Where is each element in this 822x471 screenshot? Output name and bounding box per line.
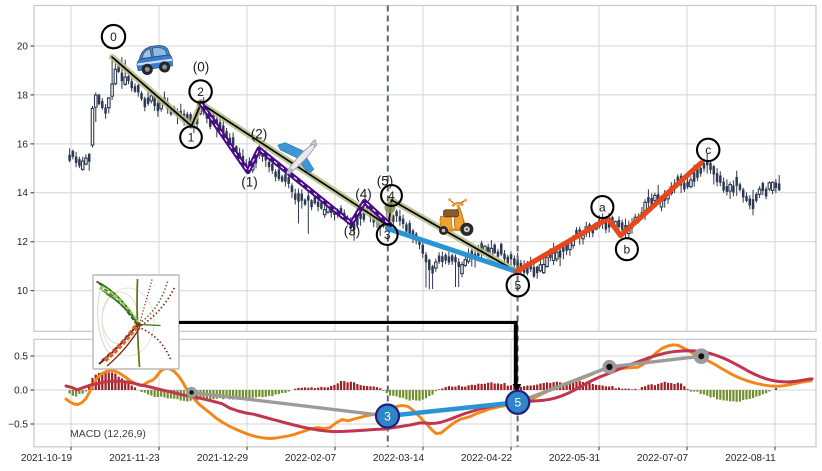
svg-text:5: 5 — [514, 279, 521, 293]
svg-text:(4): (4) — [355, 187, 372, 202]
svg-text:2021-11-23: 2021-11-23 — [109, 453, 160, 464]
svg-text:2021-12-29: 2021-12-29 — [197, 453, 249, 464]
svg-text:2: 2 — [197, 85, 204, 99]
svg-text:(1): (1) — [241, 175, 258, 190]
svg-text:1: 1 — [188, 131, 195, 145]
svg-text:(0): (0) — [193, 60, 210, 75]
svg-text:3: 3 — [384, 409, 391, 423]
svg-text:(2): (2) — [251, 127, 268, 142]
svg-text:MACD (12,26,9): MACD (12,26,9) — [70, 428, 146, 440]
svg-text:12: 12 — [17, 237, 29, 248]
svg-text:2022-07-07: 2022-07-07 — [637, 453, 689, 464]
svg-text:10: 10 — [17, 286, 29, 297]
svg-text:2021-10-19: 2021-10-19 — [21, 453, 73, 464]
svg-text:2022-03-14: 2022-03-14 — [373, 453, 425, 464]
svg-text:2022-04-22: 2022-04-22 — [461, 453, 513, 464]
svg-text:0: 0 — [110, 30, 117, 44]
svg-text:(3): (3) — [344, 224, 361, 239]
svg-text:0.0: 0.0 — [14, 385, 28, 396]
svg-text:0.5: 0.5 — [14, 351, 28, 362]
svg-text:a: a — [599, 200, 606, 214]
svg-text:3: 3 — [384, 228, 391, 242]
svg-text:16: 16 — [17, 139, 29, 150]
svg-text:−0.5: −0.5 — [8, 419, 28, 430]
svg-text:4: 4 — [388, 189, 395, 203]
svg-text:2022-05-31: 2022-05-31 — [549, 453, 601, 464]
svg-text:2022-08-11: 2022-08-11 — [725, 453, 776, 464]
svg-text:5: 5 — [514, 396, 521, 410]
svg-text:b: b — [624, 243, 631, 257]
svg-text:2022-02-07: 2022-02-07 — [285, 453, 337, 464]
svg-text:14: 14 — [17, 188, 29, 199]
svg-text:c: c — [705, 143, 711, 157]
svg-text:18: 18 — [17, 90, 29, 101]
svg-text:(5): (5) — [377, 174, 394, 189]
svg-text:20: 20 — [17, 41, 29, 52]
